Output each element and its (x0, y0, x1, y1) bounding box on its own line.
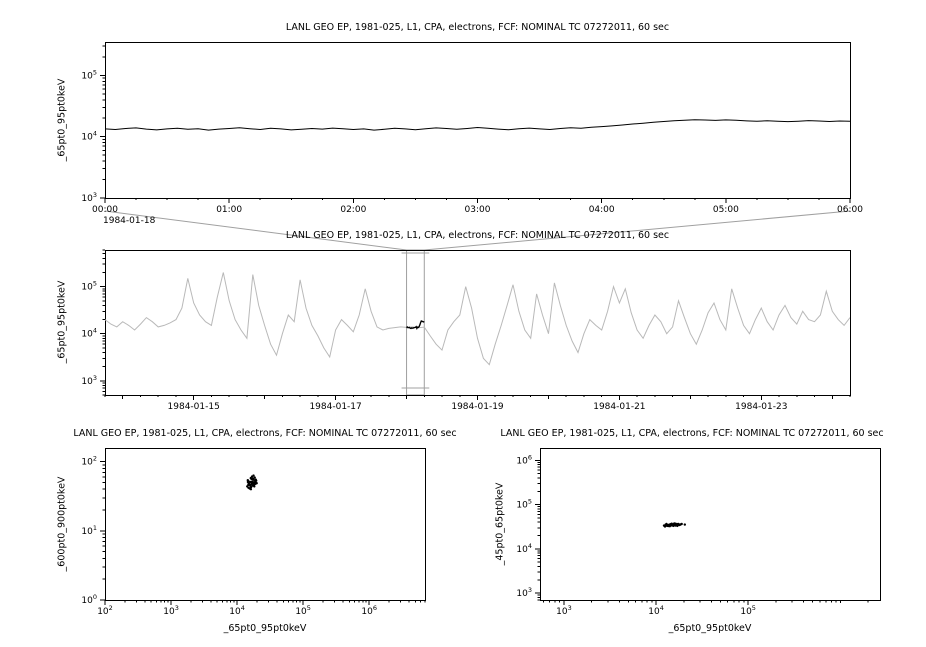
svg-text:103: 103 (163, 604, 179, 617)
svg-text:01:00: 01:00 (216, 205, 242, 215)
svg-text:104: 104 (229, 604, 245, 617)
zoom-connector-left (104, 210, 407, 251)
svg-text:105: 105 (81, 280, 97, 293)
x-axis-date-label: 1984-01-18 (103, 216, 156, 226)
scatter-45-65keV-vs-65-95keV-points (662, 522, 686, 528)
svg-text:106: 106 (361, 604, 377, 617)
flux-65-95keV-overview (105, 272, 850, 366)
scatter-600-900keV-vs-65-95keV[interactable]: 100 101 102 102 103 104 105 106 (81, 448, 426, 618)
svg-text:05:00: 05:00 (713, 205, 739, 215)
svg-text:1984-01-19: 1984-01-19 (451, 402, 504, 412)
scatter-45-65keV-vs-65-95keV[interactable]: 103 104 105 106 103 104 105 (516, 448, 881, 618)
svg-text:00:00: 00:00 (92, 205, 118, 215)
svg-text:03:00: 03:00 (465, 205, 491, 215)
x-axis-label-scatter-left: _65pt0_95pt0keV (223, 623, 307, 634)
svg-text:104: 104 (648, 604, 664, 617)
x-axis-label-scatter-right: _65pt0_95pt0keV (668, 623, 752, 634)
svg-text:103: 103 (81, 191, 97, 204)
flux-65-95keV-selected-interval (406, 320, 425, 331)
flux-65-95keV-1984-01-18 (105, 119, 850, 131)
svg-text:105: 105 (516, 498, 532, 511)
svg-text:1984-01-17: 1984-01-17 (309, 402, 361, 412)
zoom-connector-right (424, 210, 851, 251)
svg-text:1984-01-23: 1984-01-23 (735, 402, 787, 412)
y-axis-label-overview: _65pt0_95pt0keV (56, 280, 68, 364)
svg-text:1984-01-15: 1984-01-15 (168, 402, 220, 412)
svg-text:103: 103 (556, 604, 572, 617)
svg-text:104: 104 (516, 542, 532, 555)
svg-text:105: 105 (81, 68, 97, 81)
svg-text:101: 101 (81, 524, 97, 537)
y-axis-label-scatter-right: _45pt0_65pt0keV (494, 482, 506, 566)
y-axis-label-scatter-left: _600pt0_900pt0keV (56, 476, 68, 572)
zoom-selection-box[interactable] (406, 249, 425, 396)
svg-text:106: 106 (516, 453, 532, 466)
chart-title-zoom: LANL GEO EP, 1981-025, L1, CPA, electron… (285, 22, 670, 33)
plot-frame (540, 448, 881, 601)
svg-text:102: 102 (97, 604, 113, 617)
svg-text:104: 104 (81, 327, 97, 340)
svg-text:100: 100 (81, 593, 97, 606)
svg-text:105: 105 (295, 604, 311, 617)
scatter-600-900keV-vs-65-95keV-points (246, 474, 258, 491)
chart-title-scatter-right: LANL GEO EP, 1981-025, L1, CPA, electron… (500, 428, 884, 439)
chart-title-scatter-left: LANL GEO EP, 1981-025, L1, CPA, electron… (73, 428, 457, 439)
plot-frame (105, 448, 426, 601)
svg-text:06:00: 06:00 (837, 205, 863, 215)
svg-text:04:00: 04:00 (589, 205, 615, 215)
svg-text:105: 105 (740, 604, 756, 617)
chart-title-overview: LANL GEO EP, 1981-025, L1, CPA, electron… (285, 230, 670, 241)
electron-flux-zoom-timeseries[interactable]: 103 104 105 00:00 01:00 02:00 03:00 04:00 05:00 0… (81, 42, 863, 216)
y-axis-label-zoom: _65pt0_95pt0keV (56, 78, 68, 162)
electron-flux-overview-timeseries[interactable]: 103 104 105 1984-01-15 1984-01-17 1984-01-19 1… (81, 249, 851, 412)
svg-text:103: 103 (81, 374, 97, 387)
svg-text:102: 102 (81, 455, 97, 468)
svg-text:02:00: 02:00 (340, 205, 366, 215)
plot-frame (105, 250, 851, 396)
svg-text:103: 103 (516, 586, 532, 599)
svg-text:104: 104 (81, 130, 97, 143)
svg-text:1984-01-21: 1984-01-21 (593, 402, 645, 412)
